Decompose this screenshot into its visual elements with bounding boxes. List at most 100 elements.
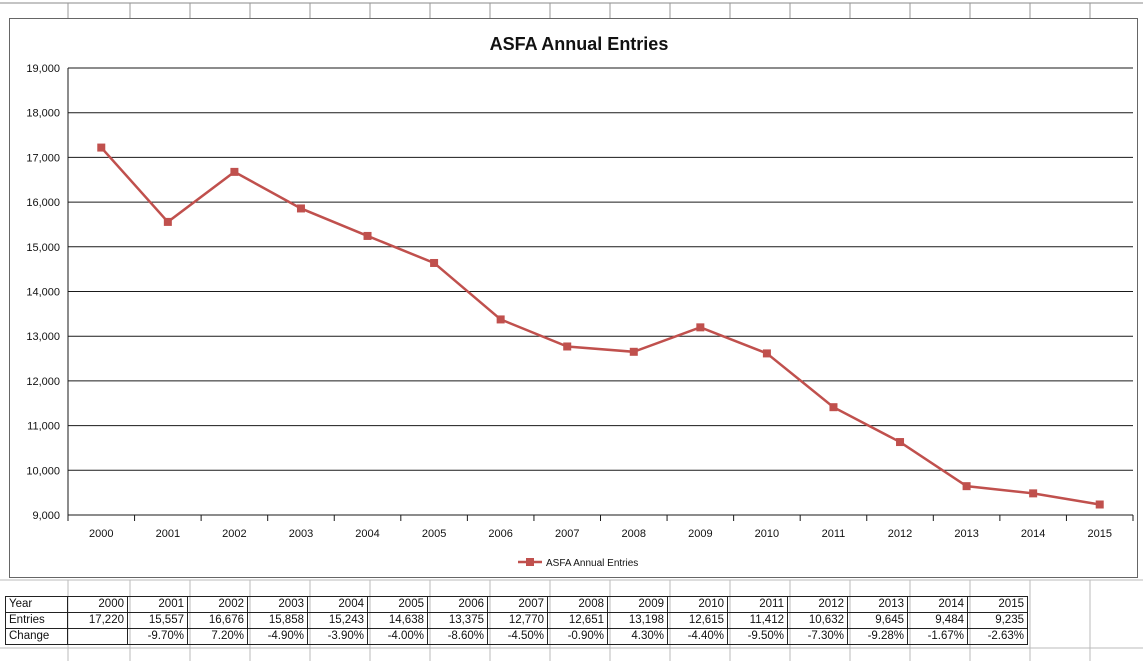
- table-cell: 15,243: [307, 612, 368, 629]
- data-point-marker: [496, 315, 505, 324]
- data-point-marker: [97, 143, 106, 152]
- legend-marker-swatch: [526, 558, 534, 566]
- table-cell: -7.30%: [787, 628, 848, 645]
- x-tick-label: 2008: [622, 528, 646, 540]
- table-cell: 15,557: [127, 612, 188, 629]
- table-cell: -0.90%: [547, 628, 608, 645]
- table-cell: 17,220: [67, 612, 128, 629]
- table-cell: 14,638: [367, 612, 428, 629]
- data-point-marker: [230, 167, 239, 176]
- x-tick-label: 2007: [555, 528, 579, 540]
- data-point-marker: [896, 438, 905, 447]
- table-cell: 11,412: [727, 612, 788, 629]
- table-cell: -9.50%: [727, 628, 788, 645]
- x-tick-label: 2001: [156, 528, 180, 540]
- y-tick-label: 16,000: [26, 197, 60, 209]
- table-cell: 2013: [847, 596, 908, 613]
- table-cell: 2011: [727, 596, 788, 613]
- table-cell: 12,770: [487, 612, 548, 629]
- table-cell: 9,484: [907, 612, 968, 629]
- data-point-marker: [962, 482, 971, 491]
- table-cell: 2000: [67, 596, 128, 613]
- table-cell: -9.28%: [847, 628, 908, 645]
- x-tick-label: 2015: [1087, 528, 1111, 540]
- chart-area[interactable]: [9, 18, 1138, 578]
- table-cell: 2001: [127, 596, 188, 613]
- y-tick-label: 9,000: [32, 510, 60, 522]
- data-point-marker: [430, 258, 439, 267]
- y-tick-label: 17,000: [26, 152, 60, 164]
- table-row-change: Change -9.70% 7.20% -4.90% -3.90% -4.00% -8.6…: [5, 628, 1028, 645]
- data-point-marker: [696, 323, 705, 332]
- chart-title: ASFA Annual Entries: [490, 34, 669, 54]
- table-cell: -3.90%: [307, 628, 368, 645]
- table-cell: 2004: [307, 596, 368, 613]
- table-row-year: Year 2000 2001 2002 2003 2004 2005 2006 2007 200…: [5, 596, 1028, 613]
- row-label-year: Year: [5, 596, 68, 613]
- table-cell: 7.20%: [187, 628, 248, 645]
- table-cell: -8.60%: [427, 628, 488, 645]
- table-cell: -4.50%: [487, 628, 548, 645]
- x-tick-label: 2002: [222, 528, 246, 540]
- data-point-marker: [563, 342, 572, 351]
- y-tick-label: 10,000: [26, 465, 60, 477]
- series-line: [100, 146, 1100, 506]
- spreadsheet-gridlines-bottom: [0, 579, 1143, 661]
- data-point-marker: [629, 347, 638, 356]
- x-tick-label: 2006: [488, 528, 512, 540]
- x-tick-label: 2000: [89, 528, 113, 540]
- table-cell: 9,235: [967, 612, 1028, 629]
- y-tick-label: 11,000: [27, 421, 60, 433]
- table-cell: 2014: [907, 596, 968, 613]
- x-tick-label: 2005: [422, 528, 446, 540]
- x-tick-label: 2010: [755, 528, 779, 540]
- table-cell: 15,858: [247, 612, 308, 629]
- y-tick-label: 14,000: [26, 287, 60, 299]
- table-cell: 16,676: [187, 612, 248, 629]
- table-cell: -4.40%: [667, 628, 728, 645]
- data-point-marker: [1029, 489, 1038, 498]
- table-cell: 2002: [187, 596, 248, 613]
- table-cell: 2012: [787, 596, 848, 613]
- table-cell: [67, 628, 128, 645]
- data-table: Year 2000 2001 2002 2003 2004 2005 2006 2007 200…: [5, 596, 1028, 645]
- table-cell: 4.30%: [607, 628, 668, 645]
- table-cell: 2009: [607, 596, 668, 613]
- y-axis-ticks: 9,000 10,000 11,000 12,000 13,000 14,000 15,00…: [26, 63, 60, 522]
- table-cell: -4.90%: [247, 628, 308, 645]
- table-cell: -9.70%: [127, 628, 188, 645]
- table-cell: 2005: [367, 596, 428, 613]
- y-tick-label: 15,000: [26, 242, 60, 254]
- series-asfa-annual-entries: [97, 143, 1104, 509]
- table-cell: 10,632: [787, 612, 848, 629]
- x-axis-ticks: 2000 2001 2002 2003 2004 2005 2006 2007 2008 2009…: [67, 515, 1134, 540]
- table-cell: -2.63%: [967, 628, 1028, 645]
- x-tick-label: 2012: [888, 528, 912, 540]
- table-cell: 13,375: [427, 612, 488, 629]
- y-tick-label: 13,000: [26, 331, 60, 343]
- table-cell: 2007: [487, 596, 548, 613]
- row-label-change: Change: [5, 628, 68, 645]
- spreadsheet-gridlines-top: [0, 2, 1143, 20]
- y-tick-label: 18,000: [26, 108, 60, 120]
- line-chart: ASFA Annual Entries 9,000 10,000 11,000 12,…: [26, 34, 1134, 569]
- table-cell: 2006: [427, 596, 488, 613]
- gridlines: [67, 67, 1133, 516]
- data-point-marker: [296, 204, 305, 213]
- table-cell: 2010: [667, 596, 728, 613]
- x-tick-label: 2009: [688, 528, 712, 540]
- x-tick-label: 2004: [355, 528, 379, 540]
- y-tick-label: 19,000: [26, 63, 60, 75]
- data-point-marker: [363, 231, 372, 240]
- table-cell: 2003: [247, 596, 308, 613]
- table-cell: -4.00%: [367, 628, 428, 645]
- x-tick-label: 2014: [1021, 528, 1045, 540]
- y-tick-label: 12,000: [26, 376, 60, 388]
- data-point-marker: [829, 403, 838, 412]
- legend-label: ASFA Annual Entries: [546, 558, 638, 569]
- table-cell: 2008: [547, 596, 608, 613]
- table-cell: 2015: [967, 596, 1028, 613]
- data-point-marker: [163, 217, 172, 226]
- legend: ASFA Annual Entries: [518, 558, 638, 569]
- table-cell: -1.67%: [907, 628, 968, 645]
